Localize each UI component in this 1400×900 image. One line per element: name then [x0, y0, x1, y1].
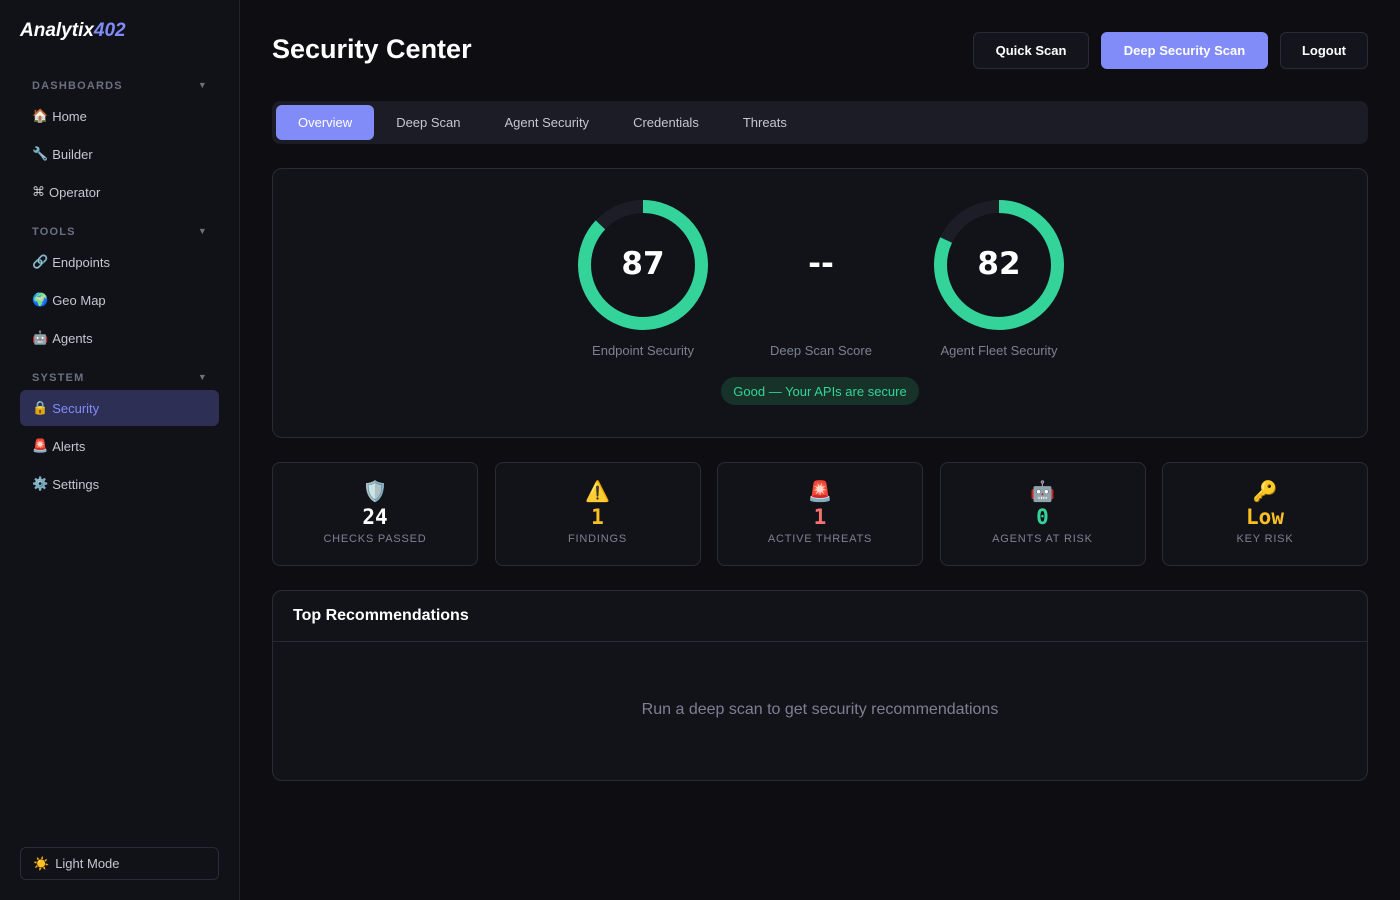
stat-icon: 🚨 [807, 481, 833, 503]
section-header[interactable]: SYSTEM ▼ [32, 372, 208, 384]
tab-deep-scan[interactable]: Deep Scan [396, 115, 461, 130]
sidebar-item-builder[interactable]: 🔧 Builder [32, 146, 93, 162]
stat-label: KEY RISK [1236, 533, 1294, 545]
tab-threats[interactable]: Threats [742, 115, 787, 130]
sidebar-item-agents[interactable]: 🤖 Agents [32, 330, 93, 346]
home-icon: 🏠 [32, 108, 49, 123]
stat-card-key-risk: 🔑 Low KEY RISK [1162, 462, 1368, 566]
score-gauge: 82 Agent Fleet Security [919, 199, 1079, 358]
gauge-fill [934, 200, 1064, 330]
recommendations-panel: Top Recommendations Run a deep scan to g… [272, 590, 1368, 781]
score-value: -- [808, 246, 834, 282]
score-gauge: 87 Endpoint Security [563, 199, 723, 358]
stat-card-active-threats: 🚨 1 ACTIVE THREATS [717, 462, 923, 566]
page-title: Security Center [272, 34, 472, 64]
score-label: Agent Fleet Security [940, 343, 1058, 358]
tab-credentials[interactable]: Credentials [633, 115, 699, 130]
agents-icon: 🤖 [32, 330, 49, 345]
tab-bar: Overview Deep Scan Agent Security Credentia… [272, 101, 1368, 144]
logo[interactable]: Analytix402 [20, 20, 126, 41]
tab-overview[interactable]: Overview [276, 105, 375, 140]
stat-value: 24 [362, 505, 388, 529]
score-panel: Good — Your APIs are secure 87 Endpoint … [272, 168, 1368, 438]
quick-scan-button[interactable]: Quick Scan [973, 32, 1089, 69]
security-icon: 🔒 [32, 400, 49, 415]
score-value: 82 [977, 246, 1021, 282]
chevron-down-icon: ▼ [197, 372, 208, 382]
builder-icon: 🔧 [32, 146, 49, 161]
endpoints-icon: 🔗 [32, 254, 49, 269]
stat-value: 1 [813, 505, 827, 529]
sidebar: Analytix402 DASHBOARDS ▼ 🏠 Home 🔧 Builder ⌘ Ope… [0, 0, 240, 900]
tab-agent-security[interactable]: Agent Security [504, 115, 590, 130]
stat-value: Low [1246, 505, 1284, 529]
stat-icon: ⚠️ [585, 481, 610, 503]
sidebar-item-operator[interactable]: ⌘ Operator [32, 184, 101, 200]
score-value: 87 [621, 246, 665, 282]
chevron-down-icon: ▼ [197, 226, 208, 236]
stat-value: 0 [1036, 505, 1049, 529]
gauge-fill [578, 200, 708, 330]
section-header[interactable]: DASHBOARDS ▼ [32, 80, 208, 92]
sun-icon: ☀️ [33, 855, 50, 871]
gauge-ring [578, 200, 708, 330]
stat-value: 1 [591, 505, 604, 529]
stat-card-findings: ⚠️ 1 FINDINGS [494, 462, 701, 566]
stat-card-agents-at-risk: 🤖 0 AGENTS AT RISK [939, 462, 1146, 566]
stat-icon: 🛡️ [362, 481, 388, 503]
light-mode-button[interactable]: ☀️ Light Mode [20, 847, 219, 880]
settings-icon: ⚙️ [32, 476, 49, 491]
stat-icon: 🤖 [1030, 481, 1055, 503]
status-badge: Good — Your APIs are secure [721, 377, 919, 405]
sidebar-item-settings[interactable]: ⚙️ Settings [32, 476, 100, 492]
geo-map-icon: 🌍 [32, 292, 49, 307]
sidebar-item-home[interactable]: 🏠 Home [32, 108, 87, 124]
stat-label: ACTIVE THREATS [767, 533, 873, 545]
section-header[interactable]: TOOLS ▼ [32, 226, 208, 238]
operator-icon: ⌘ [32, 184, 45, 199]
sidebar-item-security[interactable]: 🔒 Security [20, 390, 219, 426]
sidebar-item-geo-map[interactable]: 🌍 Geo Map [32, 292, 106, 308]
stat-label: CHECKS PASSED [323, 533, 427, 545]
chevron-down-icon: ▼ [197, 80, 208, 90]
recommendations-empty: Run a deep scan to get security recommen… [641, 701, 999, 718]
stat-label: FINDINGS [568, 533, 627, 545]
stat-label: AGENTS AT RISK [992, 533, 1093, 545]
logout-button[interactable]: Logout [1280, 32, 1368, 69]
alerts-icon: 🚨 [32, 438, 49, 453]
score-label: Deep Scan Score [770, 343, 872, 358]
gauge-ring [756, 200, 886, 330]
score-label: Endpoint Security [592, 343, 694, 358]
gauge-ring [934, 200, 1064, 330]
deep-security-scan-button[interactable]: Deep Security Scan [1101, 32, 1268, 69]
sidebar-item-alerts[interactable]: 🚨 Alerts [32, 438, 86, 454]
stat-icon: 🔑 [1252, 481, 1278, 503]
sidebar-item-endpoints[interactable]: 🔗 Endpoints [32, 254, 111, 270]
stat-card-checks-passed: 🛡️ 24 CHECKS PASSED [272, 462, 478, 566]
recommendations-title: Top Recommendations [273, 591, 1367, 642]
score-gauge: -- Deep Scan Score [741, 199, 901, 358]
